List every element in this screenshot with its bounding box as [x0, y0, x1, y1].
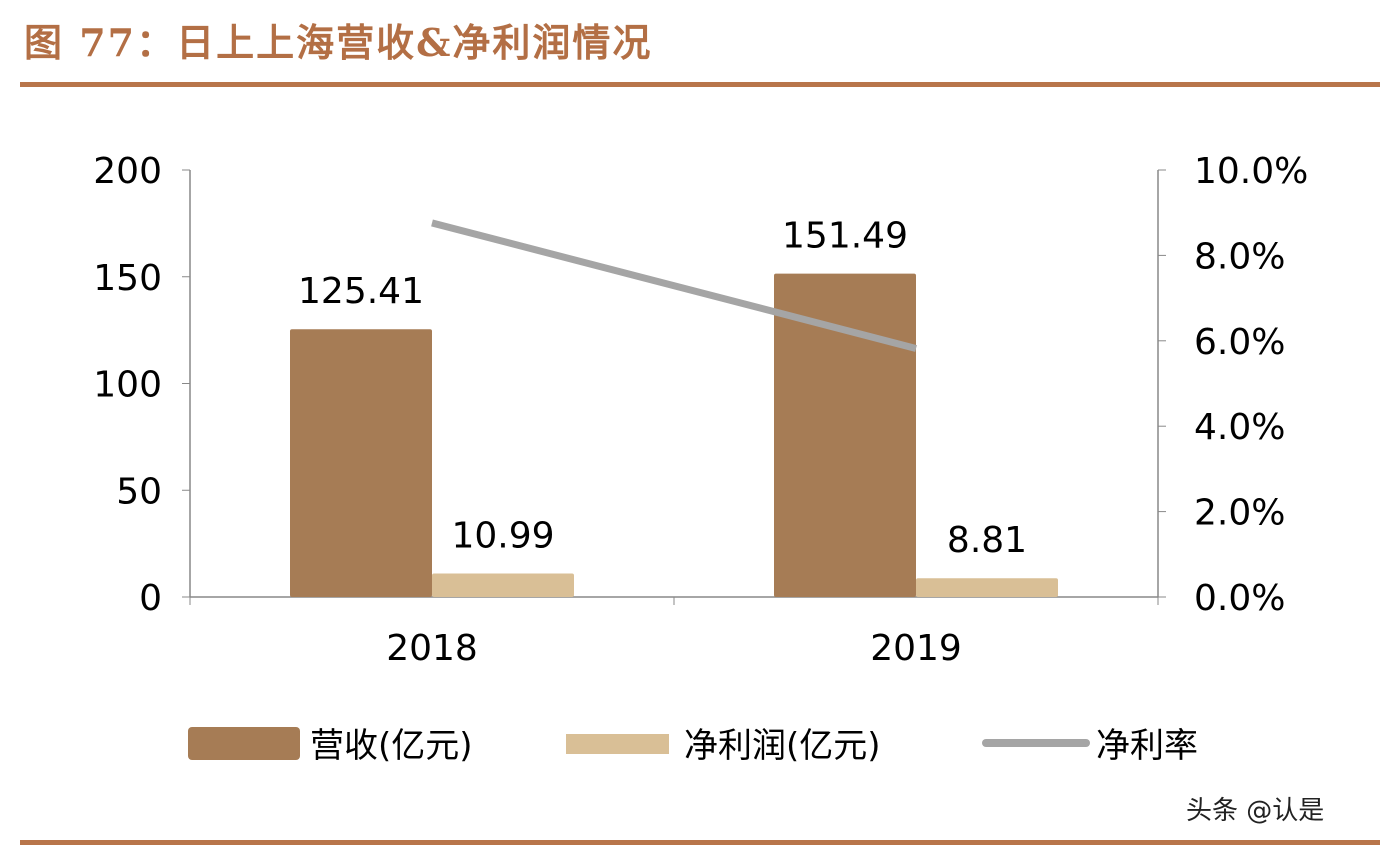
- x-tick-label: 2019: [870, 628, 962, 669]
- title-rule: [20, 82, 1380, 87]
- legend-net-profit-swatch: [566, 734, 669, 754]
- right-tick-label: 6.0%: [1194, 322, 1285, 363]
- watermark: 头条 @认是: [1186, 796, 1325, 826]
- legend-net-profit-label: 净利润(亿元): [684, 726, 881, 766]
- right-tick-label: 10.0%: [1194, 151, 1308, 192]
- net-profit-data-label: 8.81: [947, 520, 1027, 561]
- revenue-bar: [290, 329, 432, 597]
- revenue-data-label: 125.41: [298, 271, 424, 312]
- net-profit-data-label: 10.99: [451, 516, 554, 557]
- left-tick-label: 0: [139, 578, 162, 619]
- right-tick-label: 0.0%: [1194, 578, 1285, 619]
- net-profit-bar: [916, 578, 1058, 597]
- right-tick-label: 2.0%: [1194, 493, 1285, 534]
- left-tick-label: 150: [93, 258, 162, 299]
- revenue-data-label: 151.49: [782, 216, 908, 257]
- legend-revenue-swatch: [188, 727, 300, 760]
- chart-title: 图 77：日上上海营收&净利润情况: [24, 20, 653, 65]
- right-tick-label: 8.0%: [1194, 236, 1285, 277]
- revenue-bar: [774, 273, 916, 597]
- left-tick-label: 200: [93, 151, 162, 192]
- bottom-rule: [20, 840, 1380, 845]
- net-profit-bar: [432, 573, 574, 597]
- legend-net-margin-label: 净利率: [1096, 726, 1198, 766]
- left-tick-label: 50: [116, 471, 162, 512]
- right-tick-label: 4.0%: [1194, 407, 1285, 448]
- legend-revenue-label: 营收(亿元): [310, 726, 473, 766]
- left-tick-label: 100: [93, 365, 162, 406]
- x-tick-label: 2018: [386, 628, 478, 669]
- net-margin-line: [431, 219, 917, 352]
